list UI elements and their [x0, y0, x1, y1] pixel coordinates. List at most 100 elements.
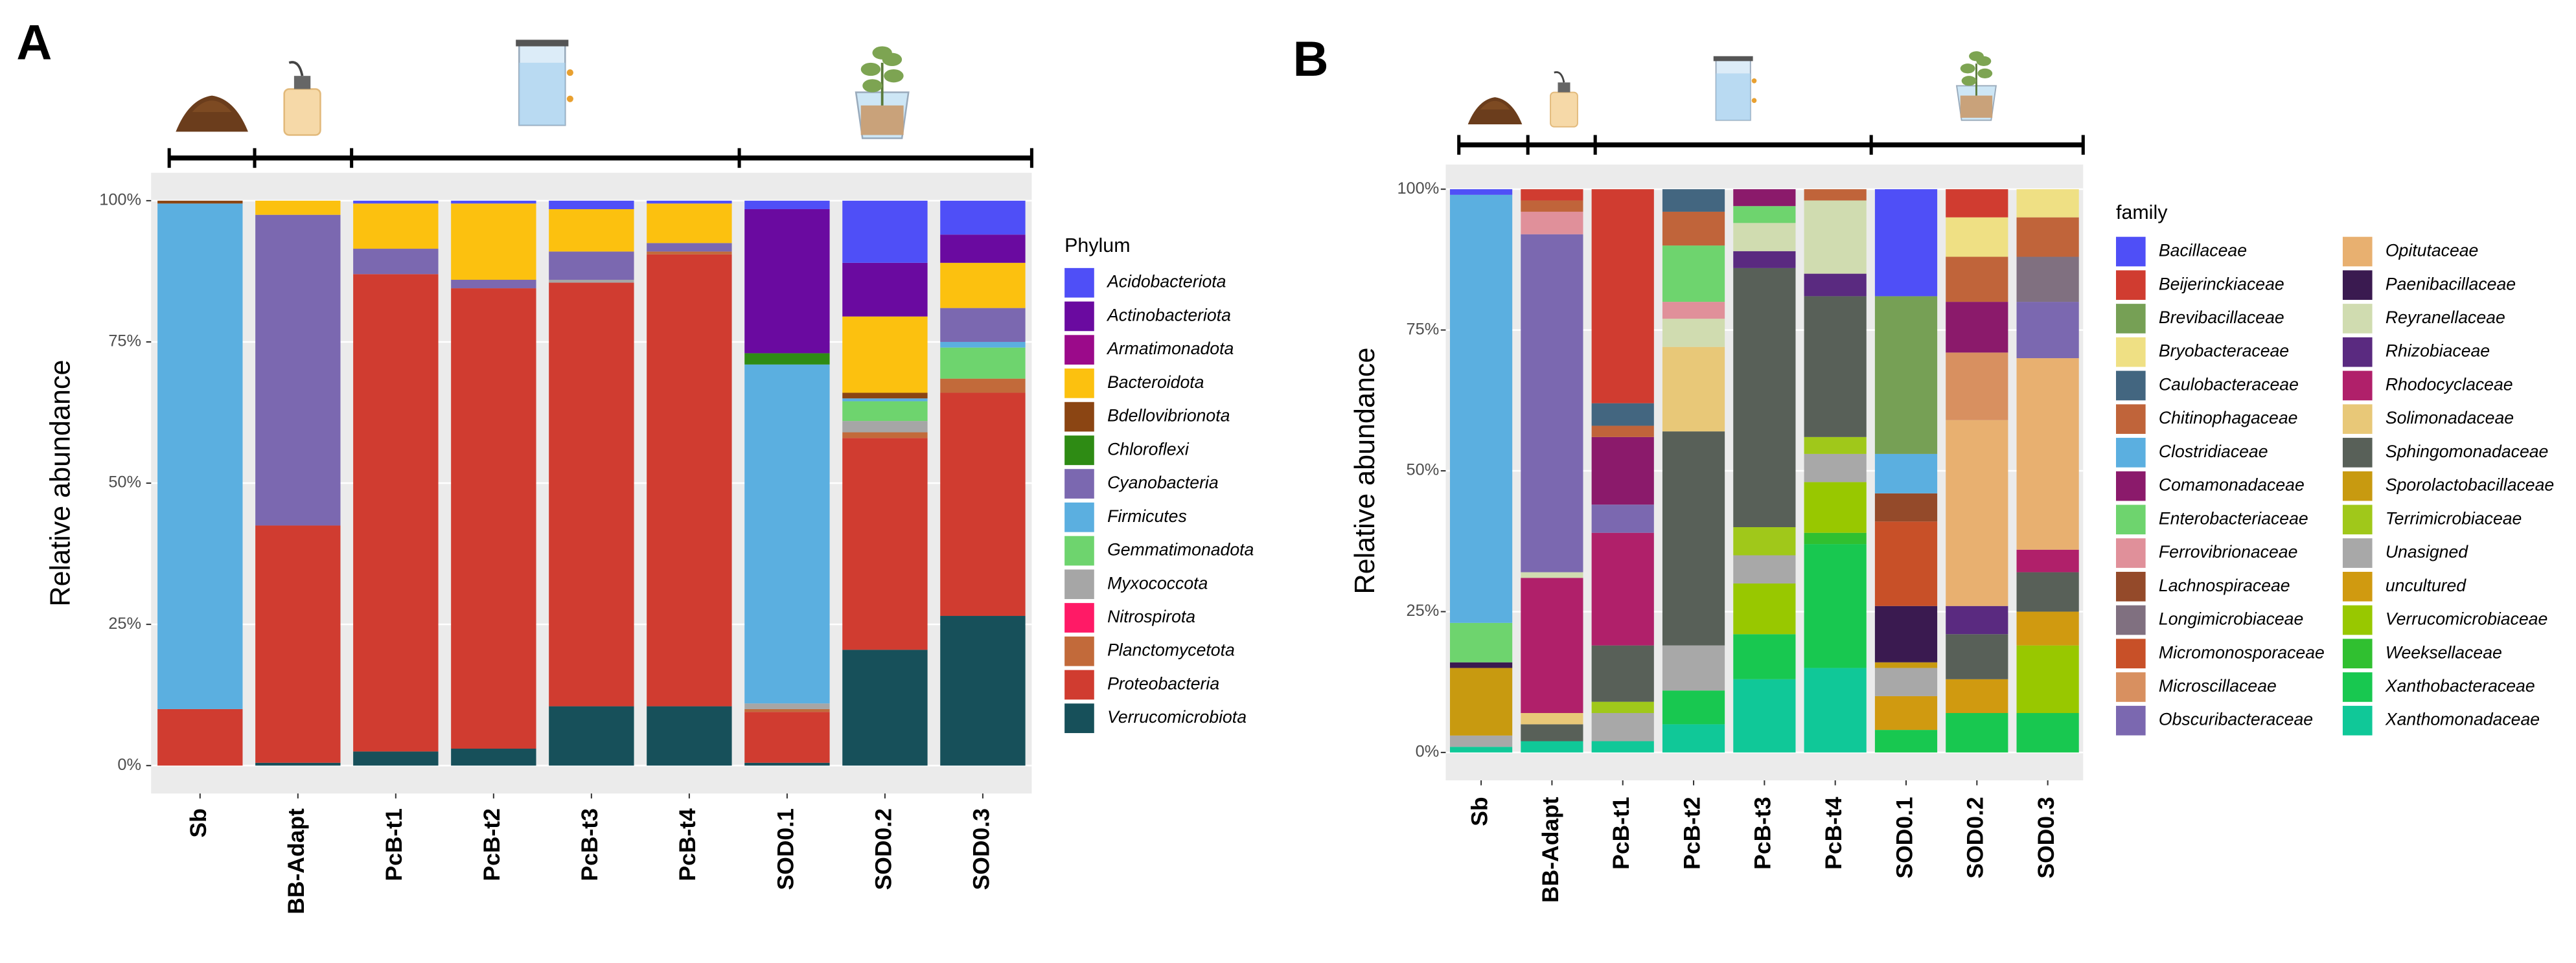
bar-segment: [940, 341, 1026, 348]
legend-label: Verrucomicrobiota: [1107, 707, 1247, 727]
pot-soil: [860, 105, 904, 135]
icon-plant: [855, 46, 910, 139]
bar-segment: [1591, 532, 1654, 646]
soil-pile: [176, 95, 248, 132]
bar-segment: [255, 214, 341, 526]
legend-swatch: [2342, 304, 2373, 334]
bar-segment: [549, 282, 634, 707]
bar-segment: [157, 200, 243, 204]
bar-segment: [1733, 206, 1796, 223]
bar-segment: [744, 364, 830, 704]
legend-swatch: [2116, 337, 2146, 367]
bar-segment: [1662, 211, 1725, 246]
legend-swatch: [1064, 402, 1094, 432]
bar-segment: [1662, 431, 1725, 646]
bar-segment: [1449, 189, 1513, 195]
leaf: [862, 79, 882, 93]
bar-segment: [1874, 453, 1938, 493]
legend-swatch: [2116, 538, 2146, 568]
legend-label: Sphingomonadaceae: [2386, 442, 2549, 461]
legend-label: Cyanobacteria: [1107, 473, 1219, 492]
bar-segment: [2016, 217, 2079, 257]
y-tick-label: 25%: [1407, 602, 1440, 620]
x-tick-label: SOD0.2: [1962, 797, 1988, 878]
bar-segment: [1874, 606, 1938, 663]
bar-segment: [940, 200, 1026, 235]
bar-segment: [1733, 251, 1796, 268]
bar-segment: [1521, 234, 1583, 572]
bar-segment: [2016, 302, 2079, 359]
legend-swatch: [2116, 370, 2146, 401]
bar-segment: [1874, 696, 1938, 731]
bar-segment: [842, 421, 928, 433]
legend-swatch: [2116, 672, 2146, 702]
legend-label: Microscillaceae: [2159, 676, 2277, 696]
y-tick-label: 50%: [1407, 461, 1440, 479]
x-tick-label: PcB-t1: [381, 808, 407, 881]
x-tick-label: BB-Adapt: [1537, 797, 1563, 903]
bar-segment: [1733, 555, 1796, 583]
legend-swatch: [2342, 504, 2373, 535]
legend-label: Acidobacteriota: [1106, 272, 1226, 291]
x-tick-label: PcB-t4: [1821, 797, 1846, 870]
legend-title: family: [2116, 201, 2168, 223]
x-tick-label: SOD0.1: [772, 808, 798, 890]
bar-segment: [1521, 189, 1583, 201]
bottle-body: [283, 88, 321, 136]
bar-segment: [1874, 493, 1938, 522]
bar-segment: [1946, 302, 2008, 353]
bar-segment: [255, 762, 341, 766]
bar-segment: [1591, 189, 1654, 403]
bar-segment: [2016, 645, 2079, 714]
legend-label: Rhizobiaceae: [2386, 341, 2490, 361]
icon-soil: [1467, 97, 1523, 124]
bar-segment: [1733, 189, 1796, 207]
bar-segment: [451, 749, 536, 766]
bar-segment: [842, 401, 928, 422]
bar-segment: [1521, 578, 1583, 714]
bar-segment: [1662, 189, 1725, 212]
bar-segment: [1946, 420, 2008, 606]
reactor-cap: [516, 40, 569, 47]
legend-label: Armatimonadota: [1106, 339, 1234, 358]
bar-segment: [1591, 436, 1654, 505]
bar-segment: [1521, 713, 1583, 725]
reactor-port: [1751, 78, 1757, 84]
legend-swatch: [2342, 404, 2373, 434]
legend-swatch: [2116, 705, 2146, 736]
x-tick-label: PcB-t1: [1608, 797, 1634, 869]
legend-swatch: [1064, 435, 1094, 466]
reactor-liquid: [519, 62, 566, 126]
bar-segment: [1591, 701, 1654, 714]
bar-segment: [1946, 217, 2008, 257]
bar-segment: [1662, 302, 1725, 319]
legend-swatch: [2342, 605, 2373, 635]
y-axis-title: Relative abundance: [45, 360, 76, 607]
bar-segment: [1733, 634, 1796, 679]
bar-segment: [1662, 319, 1725, 347]
legend-label: Gemmatimonadota: [1107, 540, 1254, 560]
y-tick-label: 0%: [117, 756, 141, 774]
bar-segment: [2016, 713, 2079, 753]
soil-pile-top: [1480, 100, 1510, 110]
bar-segment: [2016, 358, 2079, 550]
bar-segment: [353, 249, 439, 275]
legend-label: Rhodocyclaceae: [2386, 374, 2513, 394]
bottle-tube: [288, 61, 304, 76]
bar-segment: [940, 347, 1026, 379]
bar-segment: [1804, 482, 1867, 533]
bar-segment: [842, 262, 928, 317]
bar-segment: [1733, 527, 1796, 556]
bar-segment: [157, 708, 243, 766]
bar-segment: [744, 209, 830, 354]
bar-segment: [842, 392, 928, 399]
legend-swatch: [1064, 536, 1094, 566]
bar-segment: [2016, 189, 2079, 218]
legend-label: uncultured: [2386, 576, 2467, 595]
legend-swatch: [2342, 538, 2373, 568]
legend-label: Bdellovibrionota: [1107, 406, 1230, 425]
x-tick-label: PcB-t4: [674, 808, 700, 881]
legend-swatch: [1064, 569, 1094, 600]
legend-label: Solimonadaceae: [2386, 408, 2514, 427]
legend-label: Reyranellaceae: [2386, 308, 2505, 327]
